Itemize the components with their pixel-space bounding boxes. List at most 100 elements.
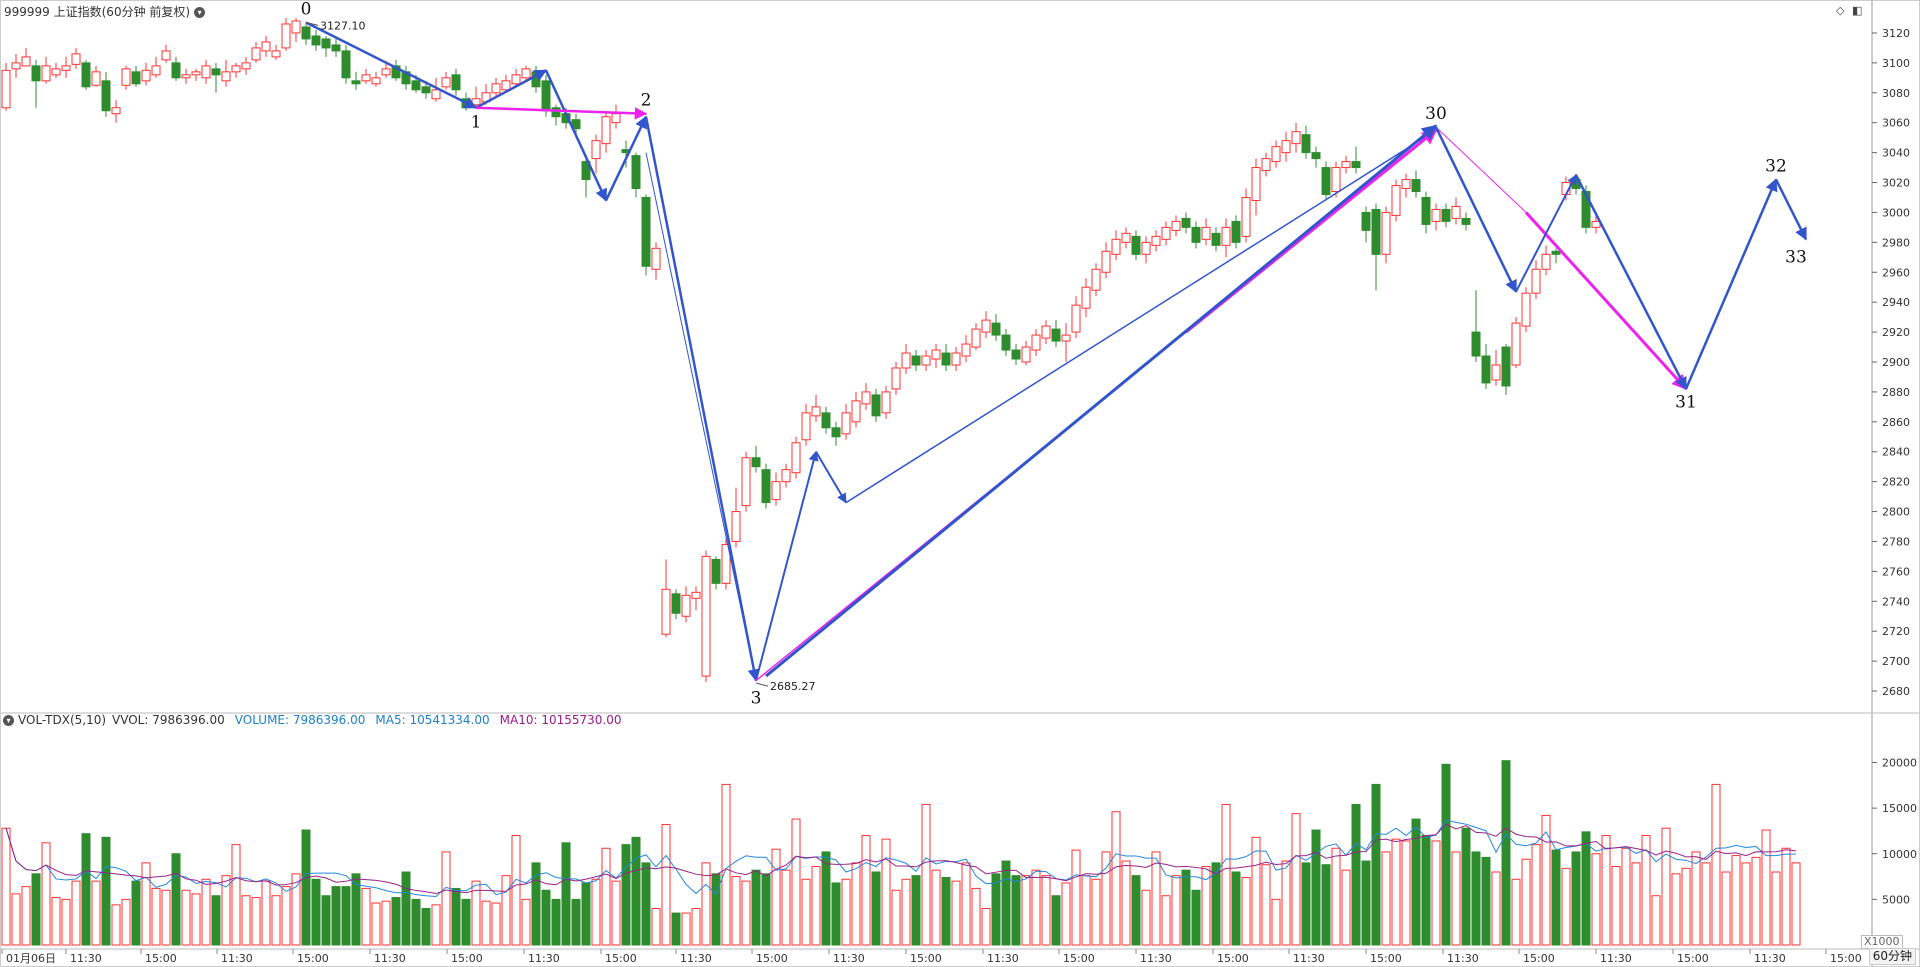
volume-bar-up: [261, 880, 271, 946]
panel-toggle-icon[interactable]: ◧: [1852, 4, 1863, 17]
volume-bar-up: [361, 887, 371, 946]
volume-bar-up: [521, 898, 531, 946]
wave-line-blue: [845, 129, 1437, 504]
volume-bar-up: [1541, 814, 1551, 946]
candle-up: [811, 406, 821, 417]
volume-bar-down: [821, 851, 831, 946]
price-tick-label: 2860: [1882, 416, 1910, 429]
period-button[interactable]: 60分钟: [1868, 948, 1916, 965]
diamond-icon[interactable]: ◇: [1836, 4, 1845, 17]
candle-down: [1011, 349, 1021, 360]
volume-bar-down: [171, 853, 181, 946]
candle-down: [31, 65, 41, 82]
volume-bar-up: [741, 880, 751, 946]
time-tick-label: 11:30: [1447, 952, 1479, 965]
volume-bar-down: [101, 836, 111, 946]
volume-bar-up: [1741, 862, 1751, 946]
candle-down: [1211, 232, 1221, 246]
candle-down: [1321, 167, 1331, 195]
candle-up: [591, 140, 601, 160]
candle-up: [121, 68, 131, 86]
wave-line-magenta: [475, 106, 648, 120]
vvol-value: VVOL: 7986396.00: [112, 713, 225, 727]
volume-bar-down: [301, 829, 311, 946]
volume-bar-down: [211, 895, 221, 946]
time-tick-label: 15:00: [1217, 952, 1249, 965]
price-tick-label: 2960: [1882, 266, 1910, 279]
price-tick-label: 3000: [1882, 206, 1910, 219]
candle-up: [151, 65, 161, 76]
time-tick-label: 11:30: [680, 952, 712, 965]
volume-bar-down: [1421, 835, 1431, 946]
volume-bar-up: [1271, 898, 1281, 946]
wave-line-blue: [544, 69, 608, 202]
time-tick-label: 15:00: [1830, 952, 1862, 965]
volume-bar-down: [321, 895, 331, 946]
candle-up: [1401, 179, 1411, 190]
time-tick-label: 11:30: [1754, 952, 1786, 965]
candle-down: [871, 394, 881, 417]
volume-bar-down: [1321, 864, 1331, 946]
volume-bar-down: [1301, 862, 1311, 946]
volume-bar-up: [1021, 875, 1031, 946]
price-tick-label: 2920: [1882, 326, 1910, 339]
candle-up: [261, 41, 271, 52]
candle-up: [691, 591, 701, 599]
candle-up: [1391, 185, 1401, 216]
candle-up: [901, 352, 911, 369]
candle-down: [1371, 208, 1381, 255]
chevron-down-circle-icon[interactable]: ▾: [194, 7, 206, 18]
volume-bar-up: [651, 908, 661, 946]
candle-up: [611, 113, 621, 124]
volume-series: [1, 760, 1801, 946]
chevron-down-circle-icon[interactable]: ▾: [3, 715, 14, 726]
candle-down: [1581, 190, 1591, 228]
volume-bar-up: [201, 878, 211, 946]
volume-bar-up: [191, 893, 201, 946]
price-annotation: 2685.27: [770, 680, 816, 693]
time-tick-label: 01月06日: [6, 952, 56, 965]
volume-bar-up: [1381, 851, 1391, 946]
candle-down: [321, 38, 331, 49]
volume-bar-up: [1751, 856, 1761, 946]
candle-down: [211, 68, 221, 76]
candle-down: [1411, 179, 1421, 192]
time-tick-label: 15:00: [1370, 952, 1402, 965]
price-tick-label: 2900: [1882, 356, 1910, 369]
volume-bar-down: [1211, 862, 1221, 946]
time-tick-label: 15:00: [1677, 952, 1709, 965]
volume-bar-up: [71, 880, 81, 946]
volume-bar-up: [901, 878, 911, 946]
volume-bar-down: [871, 871, 881, 946]
candle-up: [1591, 220, 1601, 228]
volume-bar-up: [1601, 835, 1611, 946]
indicator-name[interactable]: VOL-TDX(5,10): [18, 713, 107, 727]
volume-bar-up: [221, 875, 231, 946]
annotation-leader: [755, 682, 769, 687]
candle-up: [861, 391, 871, 405]
volume-bar-down: [641, 862, 651, 946]
candle-up: [91, 71, 101, 86]
candle-down: [711, 558, 721, 584]
candle-up: [1141, 241, 1151, 255]
volume-bar-down: [1411, 818, 1421, 946]
volume-bar-up: [441, 851, 451, 946]
time-tick-label: 15:00: [451, 952, 483, 965]
volume-bar-up: [1071, 849, 1081, 946]
candle-down: [1131, 235, 1141, 255]
wave-line-blue: [644, 116, 760, 682]
volume-bar-up: [1121, 860, 1131, 946]
candle-up: [1161, 226, 1171, 240]
volume-bar-up: [1771, 871, 1781, 946]
volume-bar-up: [1091, 878, 1101, 946]
volume-bar-up: [981, 908, 991, 946]
volume-bar-up: [851, 862, 861, 946]
candle-up: [1121, 232, 1131, 243]
candle-up: [1331, 167, 1341, 192]
volume-tick-label: 10000: [1882, 848, 1917, 861]
price-tick-label: 2760: [1882, 565, 1910, 578]
candle-up: [161, 50, 171, 61]
candle-down: [351, 80, 361, 85]
volume-bar-down: [1051, 895, 1061, 946]
volume-bar-down: [411, 898, 421, 946]
